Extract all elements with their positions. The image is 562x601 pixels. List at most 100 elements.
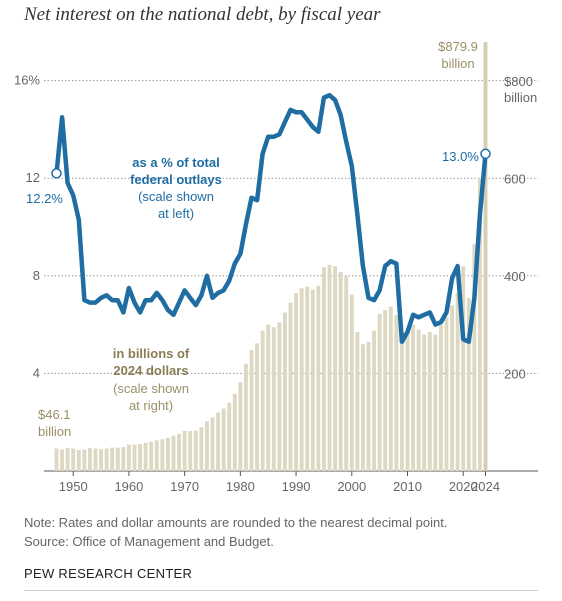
x-tick-label: 2010 <box>393 479 422 494</box>
bar <box>483 42 488 471</box>
right-tick-label: $800 <box>504 74 533 89</box>
bar <box>416 329 421 471</box>
left-tick-label: 16% <box>14 73 40 88</box>
bar <box>227 402 232 471</box>
right-tick-label: 200 <box>504 367 526 382</box>
left-tick-label: 8 <box>33 268 40 283</box>
start-dollar-label-1: $46.1 <box>38 407 71 422</box>
line-note-2: at left) <box>158 206 194 221</box>
bar <box>333 266 338 471</box>
end-dollar-label-2: billion <box>441 56 474 71</box>
bar <box>372 330 377 471</box>
bar <box>71 448 76 471</box>
bar <box>260 330 265 471</box>
bar <box>399 332 404 471</box>
bar <box>171 435 176 471</box>
bar <box>360 344 365 471</box>
bar <box>377 314 382 471</box>
right-axis-unit: billion <box>504 90 537 105</box>
bar <box>466 297 471 471</box>
chart-source: Source: Office of Management and Budget. <box>24 534 274 549</box>
bar <box>422 334 427 471</box>
bar <box>143 442 148 471</box>
bar <box>349 294 354 471</box>
bar <box>138 444 143 471</box>
bar <box>388 306 393 471</box>
bar <box>165 437 170 471</box>
bar <box>87 448 92 471</box>
bar-label-2: 2024 dollars <box>113 363 188 378</box>
bar <box>282 312 287 471</box>
right-tick-label: 600 <box>504 172 526 187</box>
bar <box>344 276 349 471</box>
bar <box>450 305 455 471</box>
left-tick-label: 4 <box>33 365 40 380</box>
bar <box>444 317 449 471</box>
line-path <box>54 92 488 344</box>
line-note-1: (scale shown <box>138 189 214 204</box>
bar <box>405 332 410 471</box>
x-tick-label: 2020 <box>449 479 478 494</box>
bar <box>149 441 154 471</box>
bar <box>316 285 321 471</box>
bar <box>288 302 293 471</box>
start-point-marker <box>51 168 62 179</box>
bar <box>355 332 360 471</box>
chart-title: Net interest on the national debt, by fi… <box>24 4 381 25</box>
bar <box>327 264 332 471</box>
bar <box>271 327 276 471</box>
bar <box>182 431 187 471</box>
bar <box>93 448 98 471</box>
bar-series <box>54 42 488 471</box>
x-tick-label: 1960 <box>114 479 143 494</box>
bar <box>54 448 59 471</box>
x-tick-label: 1970 <box>170 479 199 494</box>
line-label-1: as a % of total <box>132 155 219 170</box>
bar <box>433 334 438 471</box>
bar <box>310 289 315 471</box>
bar <box>294 293 299 471</box>
left-tick-label: 12 <box>26 170 40 185</box>
bar <box>99 449 104 471</box>
bar <box>104 448 109 471</box>
x-tick-label: 2024 <box>471 479 500 494</box>
bar <box>132 444 137 471</box>
bar <box>243 363 248 471</box>
bar <box>60 449 65 471</box>
bar <box>461 266 466 471</box>
footer-divider <box>24 590 538 591</box>
bar <box>255 343 260 471</box>
bar <box>299 288 304 471</box>
bar <box>472 244 477 471</box>
line-series <box>51 92 491 344</box>
bar <box>477 178 482 471</box>
bar <box>455 293 460 471</box>
x-tick-label: 1980 <box>226 479 255 494</box>
bar <box>82 449 87 471</box>
bar <box>65 448 70 471</box>
bar <box>110 447 115 471</box>
bar <box>204 421 209 471</box>
bar <box>115 447 120 471</box>
bar <box>154 440 159 471</box>
bar <box>427 332 432 471</box>
bar <box>76 450 81 471</box>
bar <box>160 439 165 471</box>
bar <box>305 286 310 471</box>
end-pct-label: 13.0% <box>442 149 479 164</box>
bar <box>249 350 254 471</box>
bar <box>338 272 343 471</box>
chart-note: Note: Rates and dollar amounts are round… <box>24 515 448 530</box>
x-tick-label: 1950 <box>59 479 88 494</box>
bar <box>266 324 271 471</box>
bar <box>210 417 215 471</box>
bar-note-1: (scale shown <box>113 381 189 396</box>
bar <box>321 267 326 471</box>
bar <box>188 431 193 471</box>
line-label-2: federal outlays <box>130 172 222 187</box>
brand-name: PEW RESEARCH CENTER <box>24 566 193 581</box>
bar <box>394 315 399 471</box>
right-tick-label: 400 <box>504 269 526 284</box>
